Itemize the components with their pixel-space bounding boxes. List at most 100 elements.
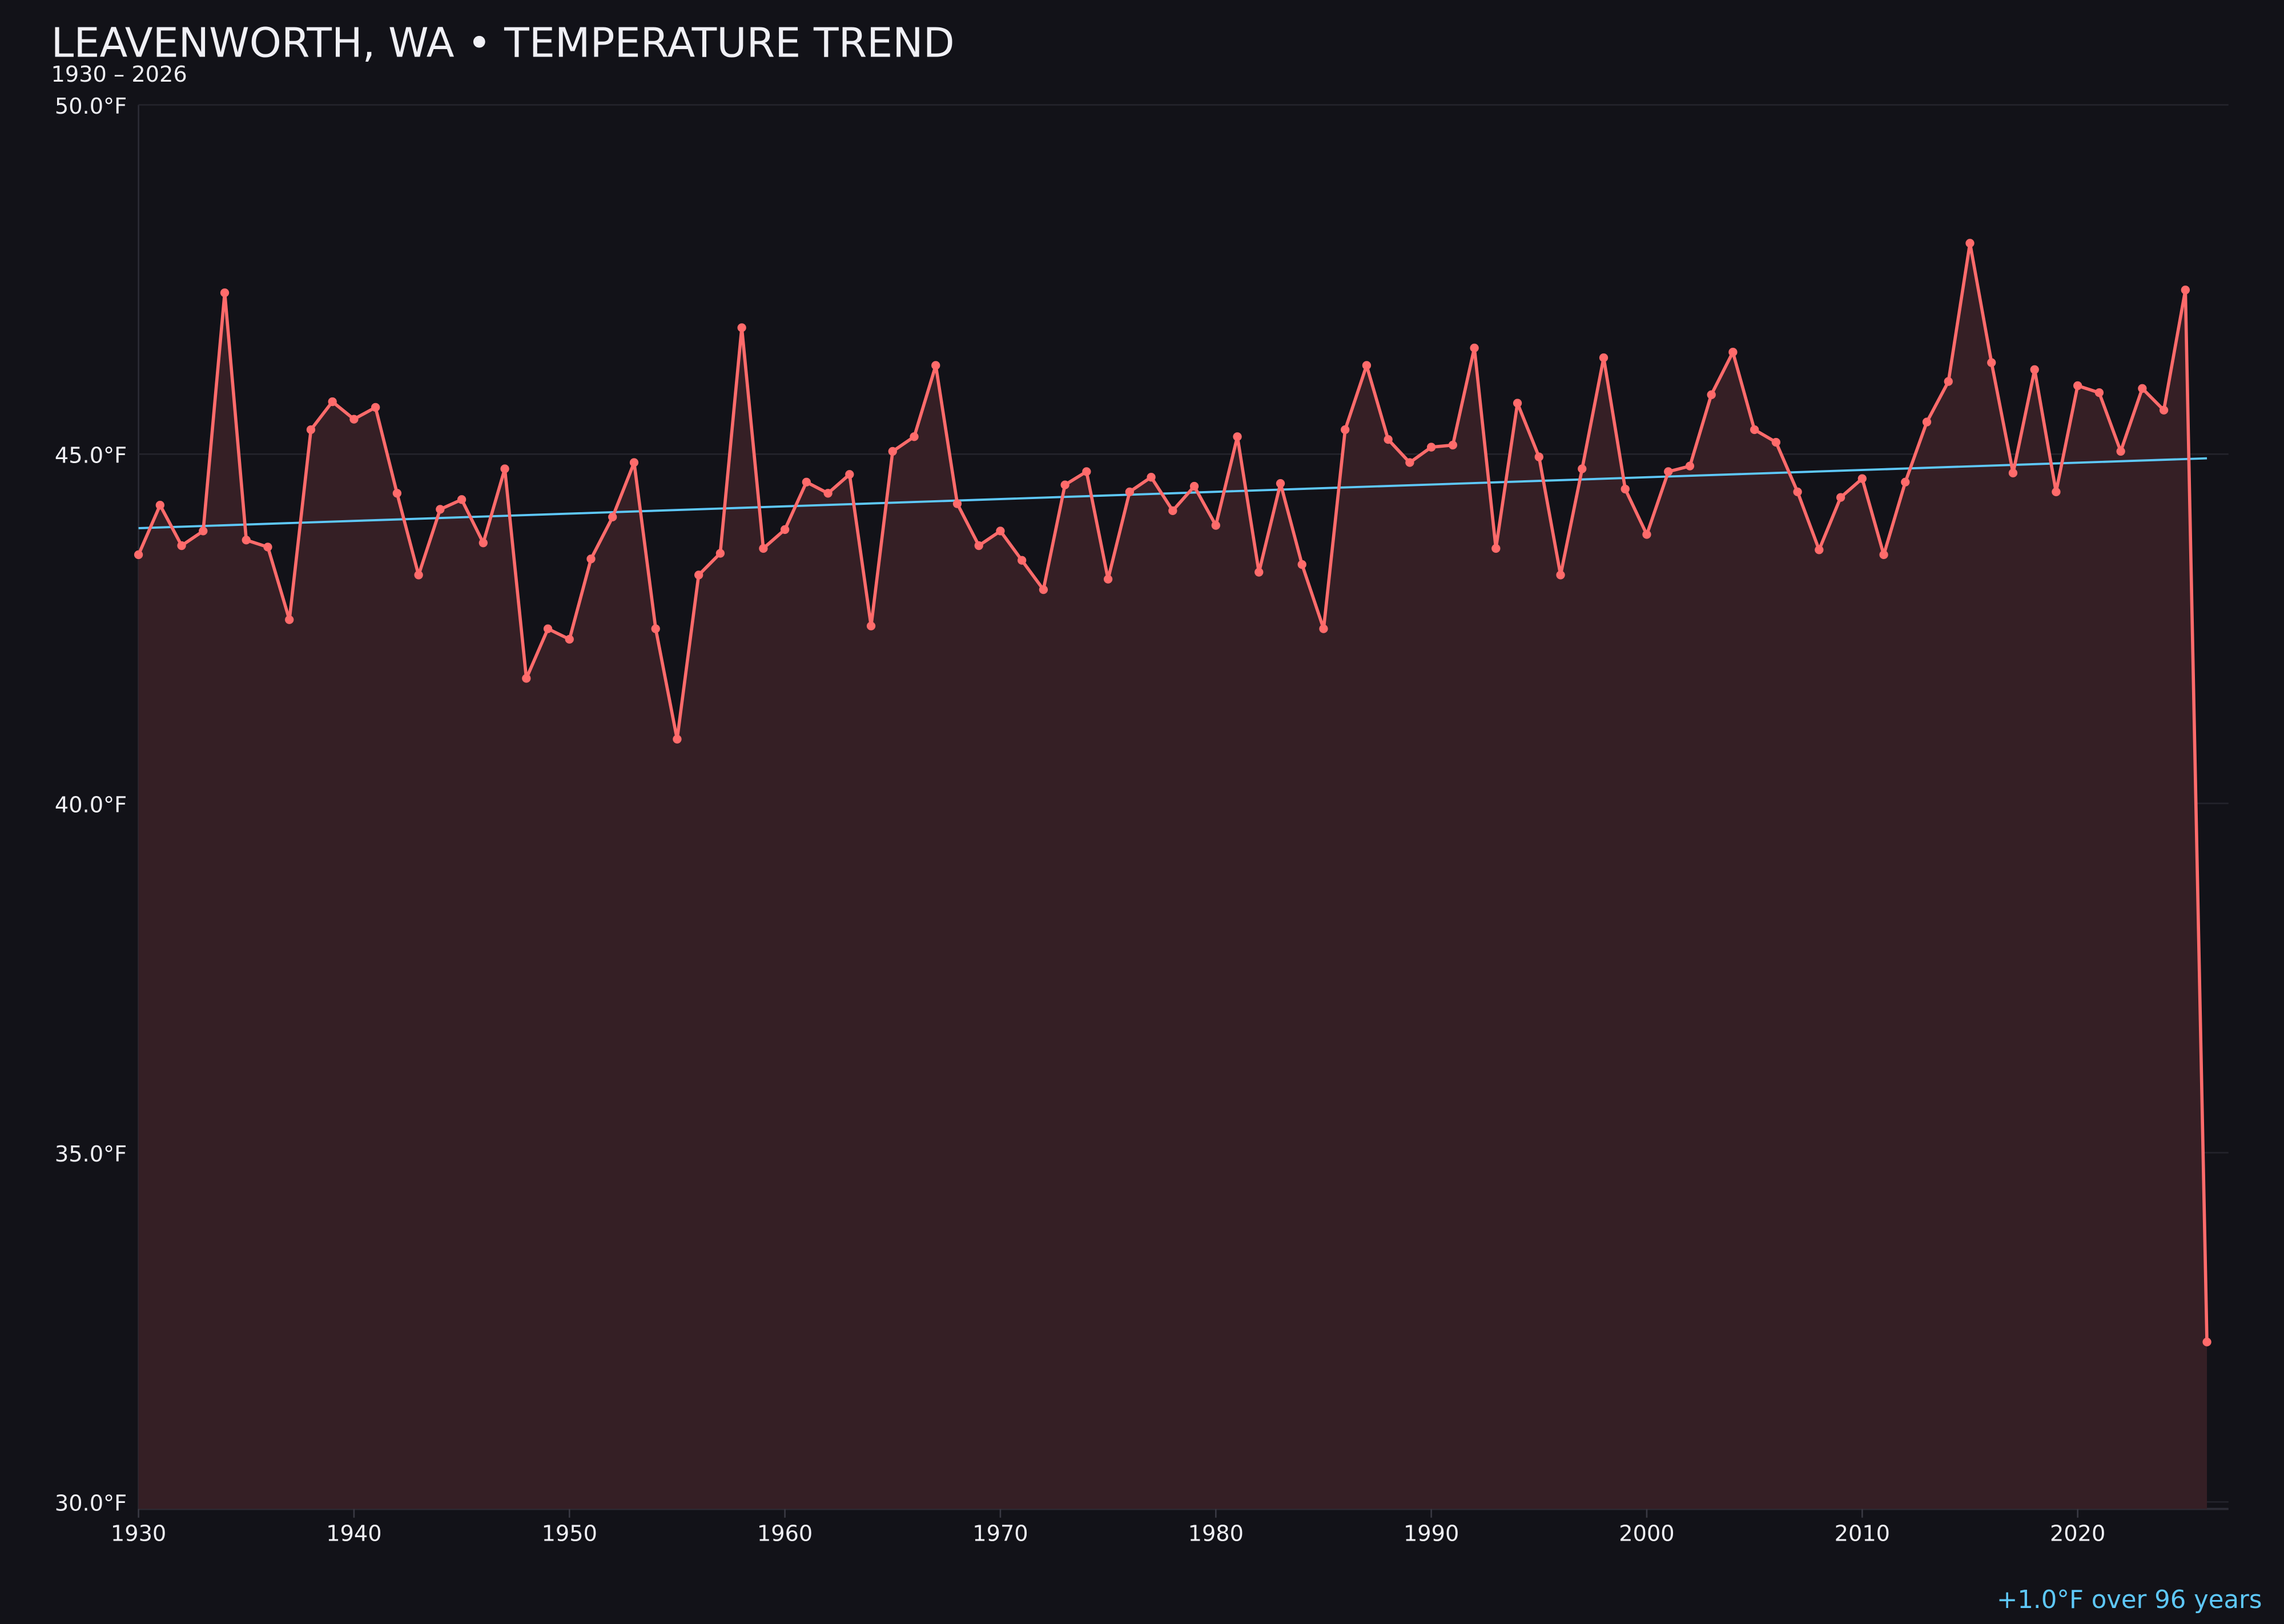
data-point <box>1620 484 1630 494</box>
y-tick-label: 45.0°F <box>55 443 127 469</box>
x-tick-label: 1960 <box>757 1521 813 1547</box>
data-point <box>1082 467 1091 476</box>
data-point <box>694 570 703 580</box>
data-point <box>328 397 337 407</box>
data-point <box>1513 399 1522 408</box>
data-point <box>436 505 445 514</box>
data-point <box>242 536 251 545</box>
data-point <box>500 464 509 473</box>
data-point <box>1426 443 1436 452</box>
data-point <box>1857 474 1867 483</box>
data-point <box>1771 437 1781 447</box>
data-point <box>371 403 380 412</box>
data-point <box>1685 461 1695 471</box>
data-point <box>1362 361 1372 370</box>
data-point <box>543 624 553 633</box>
data-point <box>586 554 596 564</box>
data-point <box>1578 464 1587 473</box>
x-tick-label: 2020 <box>2050 1521 2105 1547</box>
data-point <box>974 541 983 550</box>
data-point <box>1836 493 1845 502</box>
data-point <box>2202 1337 2211 1346</box>
data-point <box>1901 477 1910 487</box>
data-point <box>1534 452 1543 461</box>
data-point <box>1276 479 1285 488</box>
data-point <box>802 477 811 487</box>
data-point <box>888 447 897 456</box>
data-point <box>478 538 488 548</box>
data-point <box>1664 467 1673 476</box>
data-point <box>737 323 746 332</box>
data-point <box>629 458 639 467</box>
data-point <box>1341 425 1350 435</box>
data-point <box>565 634 574 644</box>
x-tick-label: 1970 <box>972 1521 1028 1547</box>
data-point <box>2116 447 2125 456</box>
y-tick-label: 50.0°F <box>55 94 127 119</box>
data-point <box>1470 343 1479 353</box>
data-point <box>2138 384 2147 393</box>
x-tick-label: 2010 <box>1835 1521 1890 1547</box>
data-point <box>220 288 230 298</box>
data-point <box>2030 365 2039 374</box>
data-point <box>759 544 768 553</box>
data-point <box>1103 574 1113 584</box>
data-point <box>1147 473 1156 482</box>
data-point <box>931 361 940 370</box>
data-point <box>1815 545 1824 554</box>
data-point <box>392 489 402 498</box>
data-point <box>1965 239 1975 248</box>
data-point <box>952 499 962 508</box>
data-point <box>1405 458 1414 467</box>
trend-annotation: +1.0°F over 96 years <box>1997 1586 2262 1614</box>
data-point <box>823 489 833 498</box>
data-point <box>285 615 294 624</box>
data-point <box>1189 481 1199 491</box>
data-point <box>1448 440 1458 450</box>
data-point <box>2181 286 2190 295</box>
data-point <box>134 550 143 560</box>
x-tick-label: 1980 <box>1188 1521 1244 1547</box>
data-point <box>457 495 467 504</box>
data-point <box>155 500 164 510</box>
data-point <box>1750 425 1759 435</box>
data-point <box>996 526 1005 536</box>
trend-line <box>138 457 2207 529</box>
y-tick-label: 40.0°F <box>55 792 127 818</box>
data-point <box>177 541 186 550</box>
data-point <box>715 549 725 558</box>
x-tick-label: 1940 <box>326 1521 381 1547</box>
chart-subtitle: 1930 – 2026 <box>51 62 187 87</box>
data-point <box>780 525 790 534</box>
data-point <box>414 570 423 580</box>
data-point <box>1319 624 1328 633</box>
data-point <box>1211 521 1220 530</box>
data-point <box>199 526 208 536</box>
data-point <box>1707 390 1716 399</box>
x-tick-label: 1950 <box>542 1521 597 1547</box>
data-point <box>1987 358 1996 367</box>
data-point <box>263 542 272 552</box>
data-point <box>1297 560 1306 569</box>
data-point <box>673 734 682 744</box>
y-tick-label: 30.0°F <box>55 1491 127 1517</box>
data-point <box>1793 487 1802 497</box>
data-point <box>910 432 919 441</box>
data-point <box>1599 353 1609 363</box>
data-point <box>1944 377 1953 386</box>
data-point <box>1642 530 1651 539</box>
data-point <box>845 470 854 479</box>
data-point <box>1491 544 1501 553</box>
y-tick-label: 35.0°F <box>55 1141 127 1167</box>
data-point <box>1125 487 1135 497</box>
data-point <box>1384 435 1393 444</box>
data-point <box>1556 570 1565 580</box>
data-point <box>1018 556 1027 565</box>
x-axis: 1930 1940 1950 1960 1970 1980 1990 2000 2010 2020 <box>111 1509 2105 1547</box>
x-tick-label: 1990 <box>1404 1521 1459 1547</box>
data-point <box>651 624 660 633</box>
data-point <box>1168 506 1177 516</box>
data-point <box>1728 348 1738 357</box>
data-point <box>1879 550 1888 560</box>
